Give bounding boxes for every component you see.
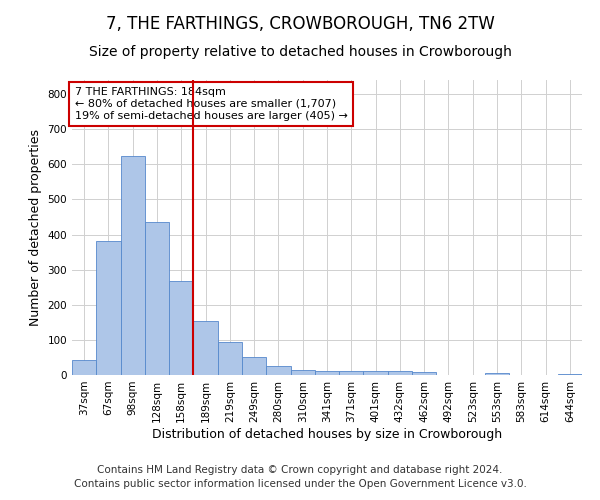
Bar <box>339 371 364 375</box>
Bar <box>290 370 315 375</box>
Bar <box>315 371 339 375</box>
Bar <box>388 371 412 375</box>
Bar <box>558 374 582 375</box>
X-axis label: Distribution of detached houses by size in Crowborough: Distribution of detached houses by size … <box>152 428 502 440</box>
Bar <box>266 366 290 375</box>
Bar <box>412 372 436 375</box>
Bar <box>96 241 121 375</box>
Bar <box>193 322 218 375</box>
Bar <box>485 372 509 375</box>
Bar <box>169 281 193 375</box>
Text: 7 THE FARTHINGS: 184sqm
← 80% of detached houses are smaller (1,707)
19% of semi: 7 THE FARTHINGS: 184sqm ← 80% of detache… <box>74 88 347 120</box>
Bar <box>72 360 96 375</box>
Bar <box>145 222 169 375</box>
Text: Size of property relative to detached houses in Crowborough: Size of property relative to detached ho… <box>89 45 511 59</box>
Text: Contains HM Land Registry data © Crown copyright and database right 2024.
Contai: Contains HM Land Registry data © Crown c… <box>74 465 526 489</box>
Bar <box>364 371 388 375</box>
Bar <box>218 342 242 375</box>
Y-axis label: Number of detached properties: Number of detached properties <box>29 129 42 326</box>
Bar <box>121 156 145 375</box>
Text: 7, THE FARTHINGS, CROWBOROUGH, TN6 2TW: 7, THE FARTHINGS, CROWBOROUGH, TN6 2TW <box>106 15 494 33</box>
Bar <box>242 356 266 375</box>
